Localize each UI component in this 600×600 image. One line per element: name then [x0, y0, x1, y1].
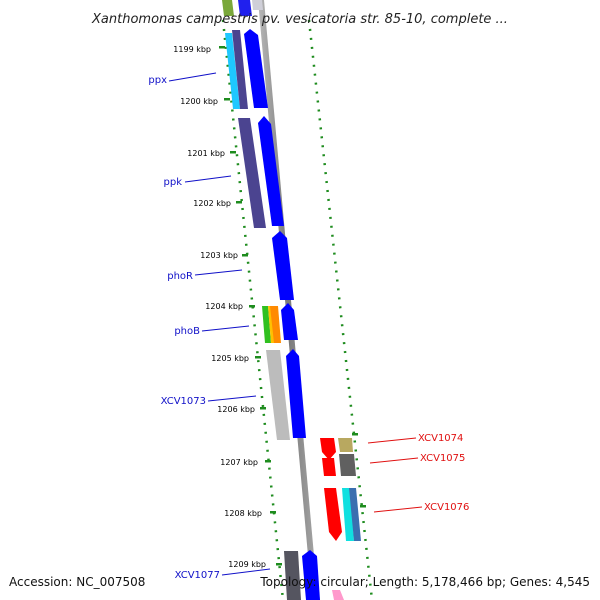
- gene-feature[interactable]: [222, 0, 234, 16]
- gene-feature[interactable]: [320, 438, 336, 460]
- gene-feature[interactable]: [332, 590, 344, 600]
- tick-mark: [236, 201, 242, 204]
- tick-mark: [249, 305, 255, 308]
- tick-mark: [276, 563, 282, 566]
- right-tick-marks: [352, 433, 366, 508]
- tick-mark: [230, 151, 236, 154]
- gene-feature[interactable]: [339, 454, 356, 476]
- gene-feature[interactable]: [349, 488, 361, 541]
- tick-marks: [219, 46, 282, 566]
- tick-label: 1205 kbp: [211, 354, 249, 363]
- leader-line: [184, 175, 232, 183]
- tick-mark: [242, 254, 248, 257]
- tick-mark: [270, 511, 276, 514]
- leader-line: [168, 72, 217, 82]
- gene-feature[interactable]: [272, 231, 294, 300]
- tick-label: 1201 kbp: [187, 149, 225, 158]
- gene-label-xcv1075[interactable]: XCV1075: [420, 453, 465, 464]
- tick-label: 1208 kbp: [224, 509, 262, 518]
- gene-feature[interactable]: [322, 458, 336, 476]
- gene-feature[interactable]: [302, 550, 320, 600]
- leader-line: [373, 506, 423, 513]
- tick-mark: [360, 505, 366, 508]
- gene-feature[interactable]: [238, 118, 266, 228]
- tick-mark: [224, 98, 230, 101]
- gene-feature[interactable]: [244, 29, 268, 108]
- gene-feature[interactable]: [338, 438, 353, 452]
- leader-line: [194, 269, 243, 276]
- tick-mark: [219, 46, 225, 49]
- tick-mark: [265, 460, 271, 463]
- tick-label: 1199 kbp: [173, 45, 211, 54]
- gene-feature[interactable]: [266, 350, 290, 440]
- gene-feature[interactable]: [252, 0, 263, 10]
- gene-features: [222, 0, 361, 600]
- gene-label-xcv1074[interactable]: XCV1074: [418, 433, 463, 444]
- gene-label-xcv1073[interactable]: XCV1073: [161, 396, 206, 407]
- gene-label-phoR[interactable]: phoR: [167, 271, 193, 282]
- tick-mark: [352, 433, 358, 436]
- gene-feature[interactable]: [324, 488, 342, 541]
- gene-label-xcv1076[interactable]: XCV1076: [424, 502, 469, 513]
- tick-label: 1209 kbp: [228, 560, 266, 569]
- tick-labels: 1199 kbp 1200 kbp 1201 kbp 1202 kbp 1203…: [173, 45, 266, 569]
- gene-feature[interactable]: [281, 303, 298, 340]
- tick-label: 1206 kbp: [217, 405, 255, 414]
- gene-feature[interactable]: [286, 349, 306, 438]
- leader-lines: [168, 72, 423, 576]
- tick-mark: [260, 407, 266, 410]
- tick-label: 1200 kbp: [180, 97, 218, 106]
- gene-label-ppx[interactable]: ppx: [148, 75, 167, 86]
- gene-feature[interactable]: [232, 30, 248, 109]
- gene-feature[interactable]: [258, 116, 284, 226]
- leader-line: [367, 437, 417, 444]
- leader-line: [201, 325, 250, 332]
- tick-label: 1207 kbp: [220, 458, 258, 467]
- gene-feature[interactable]: [270, 306, 281, 343]
- leader-line: [207, 395, 257, 402]
- tick-label: 1203 kbp: [200, 251, 238, 260]
- gene-feature[interactable]: [225, 33, 240, 109]
- gene-feature[interactable]: [238, 0, 252, 16]
- gene-label-xcv1077[interactable]: XCV1077: [175, 570, 220, 581]
- genome-title: Xanthomonas campestris pv. vesicatoria s…: [91, 12, 508, 27]
- leader-line: [369, 457, 419, 464]
- leader-line: [221, 568, 271, 576]
- tick-mark: [255, 356, 261, 359]
- gene-feature[interactable]: [284, 551, 301, 600]
- accession-text: Accession: NC_007508: [9, 575, 145, 589]
- right-scale-axis: [307, 19, 374, 600]
- gene-label-ppk[interactable]: ppk: [164, 177, 183, 188]
- tick-label: 1202 kbp: [193, 199, 231, 208]
- genome-summary-text: Topology: circular; Length: 5,178,466 bp…: [259, 575, 590, 589]
- tick-label: 1204 kbp: [205, 302, 243, 311]
- gene-labels: ppx ppk phoR phoB XCV1073 XCV1077 XCV107…: [148, 75, 469, 581]
- gene-label-phoB[interactable]: phoB: [174, 326, 200, 337]
